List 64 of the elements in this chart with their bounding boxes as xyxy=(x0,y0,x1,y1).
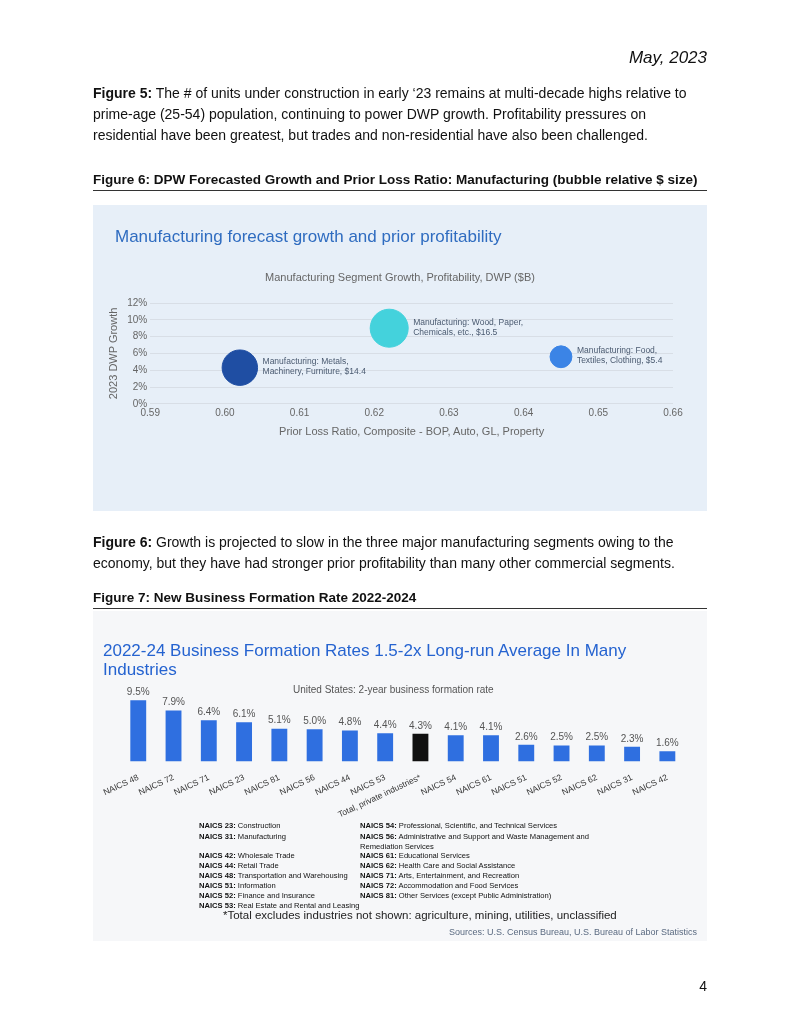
caption: Figure 5: The # of units under construction in early ‘23 remains at multi-decade highs relative to prime-age (25-54) population, continuing to power DWP growth. Profitability pressures on residential have been greatest, but trades and non-residential have also been challenged. xyxy=(93,85,687,143)
bar xyxy=(553,745,570,762)
data-label: 2.6% xyxy=(514,730,538,742)
x-tick-label: 0.66 xyxy=(663,406,684,418)
y-tick-label: 12% xyxy=(127,296,148,308)
y-axis-title: 2023 DWP Growth xyxy=(106,307,119,400)
y-tick-label: 2% xyxy=(132,380,148,392)
bar xyxy=(377,733,394,762)
y-tick-label: 6% xyxy=(132,347,148,359)
data-label: 1.6% xyxy=(655,737,679,749)
x-tick-label: 0.61 xyxy=(289,406,310,418)
bar xyxy=(341,730,358,762)
caption: Figure 6: DPW Forecasted Growth and Prior Loss Ratio: Manufacturing (bubble relative $ size) xyxy=(93,172,707,191)
source-note: Sources: U.S. Census Bureau, U.S. Bureau of Labor Statistics xyxy=(448,927,697,937)
caption: Figure 7: New Business Formation Rate 2022-2024 xyxy=(93,590,707,609)
annotation: Manufacturing: Wood, Paper, Chemicals, etc., $16.5 xyxy=(413,316,524,337)
y-tick-label: 4% xyxy=(132,363,148,375)
bar xyxy=(271,728,288,762)
bar xyxy=(236,722,253,762)
x-tick-label: 0.65 xyxy=(588,406,609,418)
data-label: 2.3% xyxy=(620,732,644,744)
data-label: 4.1% xyxy=(479,720,503,732)
bar xyxy=(130,700,147,762)
chart-subtitle: United States: 2-year business formation rate xyxy=(293,684,494,695)
bar xyxy=(483,735,499,762)
y-tick-label: 10% xyxy=(127,313,148,325)
bar xyxy=(659,751,676,762)
chart-title: 2022-24 Business Formation Rates 1.5-2x Long-run Average In Many Industries xyxy=(103,641,628,679)
data-label: 5.1% xyxy=(267,714,291,726)
bar xyxy=(412,733,429,762)
y-tick-label: 8% xyxy=(132,330,148,342)
x-tick-label: 0.63 xyxy=(439,406,460,418)
bar xyxy=(518,744,535,762)
bar xyxy=(165,710,182,762)
data-label: 4.4% xyxy=(373,718,397,730)
text: May, 2023 xyxy=(628,48,707,68)
bar xyxy=(447,735,464,762)
bar xyxy=(624,746,641,762)
data-label: 2.5% xyxy=(550,731,574,743)
text: *Total excludes industries not shown: agriculture, mining, utilities, unclassified xyxy=(223,909,617,921)
data-label: 2.5% xyxy=(585,731,609,743)
x-axis-title: Prior Loss Ratio, Composite - BOP, Auto, GL, Property xyxy=(279,425,545,438)
data-label: 5.0% xyxy=(303,715,327,727)
chart-subtitle: Manufacturing Segment Growth, Profitability, DWP ($B) xyxy=(264,271,536,283)
data-label: 4.1% xyxy=(444,720,468,732)
x-tick-label: 0.60 xyxy=(215,406,236,418)
bar xyxy=(588,745,605,762)
x-tick-label: 0.64 xyxy=(513,406,534,418)
annotation: Manufacturing: Food, Textiles, Clothing, $5.4 xyxy=(576,345,663,366)
bar xyxy=(200,720,217,762)
data-label: 4.3% xyxy=(409,719,432,731)
chart-title: Manufacturing forecast growth and prior profitability xyxy=(115,227,502,247)
x-tick-label: 0.59 xyxy=(140,406,161,418)
annotation: Manufacturing: Metals, Machinery, Furniture, $14.4 xyxy=(262,356,367,377)
data-label: 6.1% xyxy=(232,707,256,719)
data-label: 9.5% xyxy=(126,685,150,697)
bar xyxy=(306,729,323,762)
data-label: 6.4% xyxy=(197,706,221,718)
caption: Figure 6: Growth is projected to slow in the three major manufacturing segments owing to the economy, but they have had stronger prior profitability than many other commercial segments. xyxy=(93,534,675,571)
y-tick-label: 0% xyxy=(132,397,148,409)
text: 4 xyxy=(699,978,707,994)
x-tick-label: 0.62 xyxy=(364,406,385,418)
data-label: 7.9% xyxy=(162,696,186,708)
data-label: 4.8% xyxy=(338,716,362,728)
